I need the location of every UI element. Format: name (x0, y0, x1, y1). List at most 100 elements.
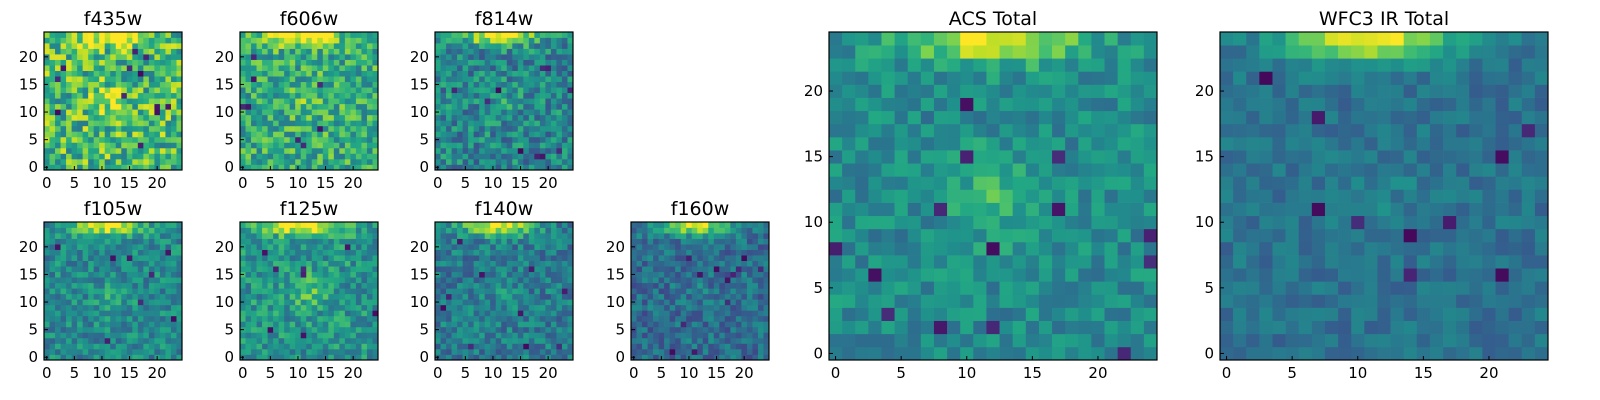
heatmap-cell (339, 114, 346, 121)
heatmap-cell (986, 320, 1000, 335)
heatmap-cell (920, 346, 935, 361)
heatmap-cell (300, 65, 307, 71)
heatmap-cell (115, 109, 122, 116)
heatmap-cell (355, 103, 362, 110)
heatmap-cell (545, 249, 552, 256)
heatmap-cell (115, 260, 122, 267)
heatmap-cell (44, 125, 50, 132)
heatmap-cell (71, 125, 78, 132)
heatmap-cell (311, 348, 318, 355)
heatmap-cell (669, 332, 676, 339)
heatmap-cell (506, 249, 513, 256)
heatmap-cell (361, 65, 368, 71)
heatmap-cell (894, 228, 909, 243)
heatmap-cell (355, 260, 362, 267)
heatmap-cell (1091, 320, 1105, 335)
heatmap-cell (1012, 215, 1027, 230)
heatmap-cell (506, 271, 513, 278)
heatmap-cell (479, 282, 486, 289)
heatmap-cell (702, 310, 709, 317)
heatmap-cell (653, 299, 659, 306)
heatmap-cell (468, 299, 474, 306)
heatmap-cell (148, 266, 155, 273)
heatmap-cell (636, 354, 643, 361)
heatmap-cell (262, 98, 268, 105)
heatmap-cell (154, 76, 161, 83)
heatmap-cell (561, 109, 568, 116)
heatmap-cell (165, 249, 172, 256)
heatmap-cell (306, 81, 313, 88)
heatmap-cell (495, 332, 502, 339)
heatmap-cell (506, 293, 513, 300)
heatmap-cell (545, 59, 552, 66)
heatmap-cell (440, 158, 447, 165)
heatmap-cell (567, 142, 574, 149)
heatmap-cell (462, 255, 469, 261)
heatmap-cell (339, 271, 346, 278)
heatmap-cell (256, 326, 263, 333)
heatmap-cell (986, 150, 1000, 164)
heatmap-cell (479, 70, 486, 77)
heatmap-cell (446, 348, 452, 355)
heatmap-cell (344, 125, 351, 132)
heatmap-cell (115, 125, 122, 132)
heatmap-cell (170, 354, 177, 361)
heatmap-cell (636, 233, 643, 239)
heatmap-cell (240, 288, 246, 295)
heatmap-cell (440, 54, 447, 60)
heatmap-cell (708, 222, 715, 228)
heatmap-cell (99, 65, 106, 71)
heatmap-cell (468, 131, 474, 138)
heatmap-cell (49, 131, 56, 138)
heatmap-cell (366, 277, 373, 284)
heatmap-cell (523, 277, 530, 284)
heatmap-cell (55, 70, 61, 77)
heatmap-cell (60, 343, 67, 350)
heatmap-cell (829, 110, 843, 125)
heatmap-cell (713, 348, 720, 355)
heatmap-cell (435, 120, 441, 127)
heatmap-cell (697, 310, 704, 317)
heatmap-cell (251, 81, 257, 88)
heatmap-cell (468, 293, 474, 300)
heatmap-cell (446, 271, 452, 278)
heatmap-cell (66, 125, 72, 132)
heatmap-cell (1117, 136, 1132, 151)
heatmap-cell (60, 87, 67, 94)
heatmap-cell (545, 326, 552, 333)
heatmap-cell (523, 147, 530, 154)
heatmap-cell (295, 304, 302, 311)
heatmap-cell (746, 337, 753, 344)
heatmap-cell (159, 54, 166, 60)
heatmap-cell (550, 304, 557, 311)
heatmap-cell (697, 299, 704, 306)
heatmap-cell (457, 92, 463, 99)
heatmap-cell (66, 233, 72, 239)
heatmap-cell (278, 244, 285, 250)
heatmap-cell (490, 54, 497, 60)
heatmap-cell (306, 277, 313, 284)
heatmap-cell (495, 92, 502, 99)
heatmap-cell (115, 337, 122, 344)
heatmap-cell (339, 337, 346, 344)
heatmap-cell (675, 332, 682, 339)
heatmap-cell (534, 59, 541, 66)
heatmap-cell (99, 158, 106, 165)
heatmap-cell (170, 288, 177, 295)
heatmap-cell (165, 271, 172, 278)
heatmap-cell (60, 37, 67, 44)
heatmap-cell (143, 147, 150, 154)
heatmap-cell (1117, 202, 1132, 217)
heatmap-cell (143, 37, 150, 44)
heatmap-cell (512, 125, 519, 132)
heatmap-cell (93, 304, 100, 311)
heatmap-cell (973, 189, 987, 203)
heatmap-cell (468, 54, 474, 60)
heatmap-cell (462, 136, 469, 143)
heatmap-cell (855, 294, 869, 308)
heatmap-cell (121, 43, 128, 49)
heatmap-cell (311, 304, 318, 311)
heatmap-cell (104, 326, 111, 333)
heatmap-cell (457, 54, 463, 60)
heatmap-cell (137, 288, 144, 295)
